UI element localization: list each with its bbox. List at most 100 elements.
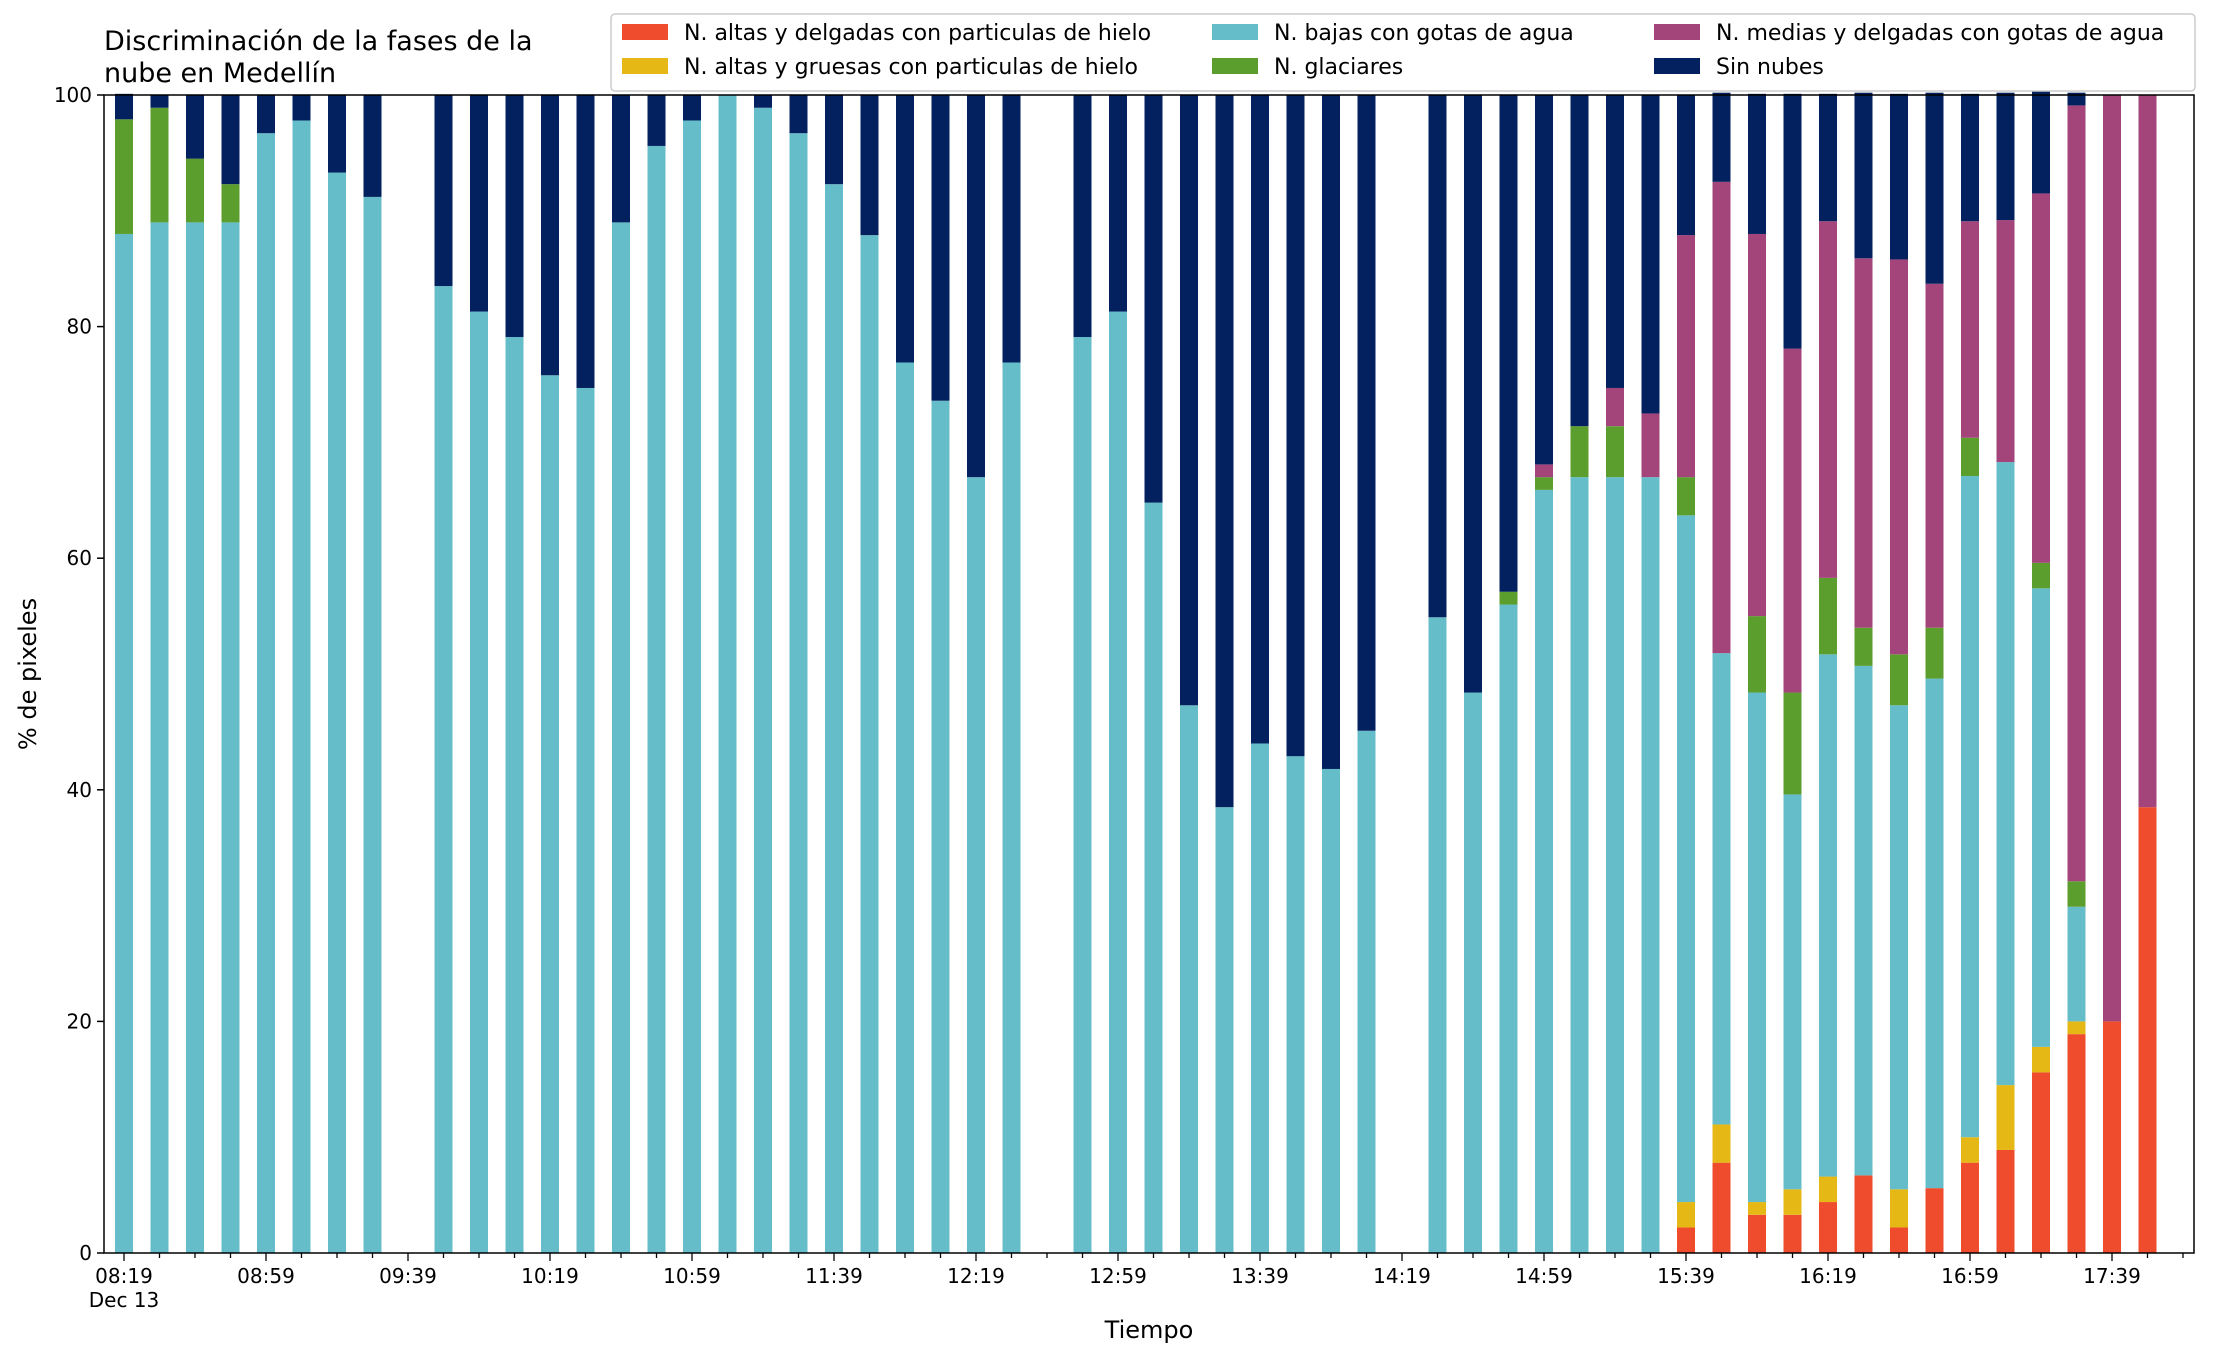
legend-label: Sin nubes [1716, 55, 1824, 80]
chart-title-line: nube en Medellín [104, 58, 336, 89]
x-tick-label: 08:19 [95, 1264, 153, 1288]
y-tick-label: 60 [67, 546, 92, 570]
bar-segment [434, 95, 453, 287]
legend: N. altas y delgadas con particulas de hi… [610, 13, 2196, 92]
x-tick-label: 16:59 [1941, 1264, 1999, 1288]
x-tick-label: 14:59 [1515, 1264, 1573, 1288]
bar-segment [2103, 95, 2121, 1022]
bar-segment [1961, 221, 1979, 438]
y-axis: 0 20 40 60 80 100 [54, 83, 104, 1265]
bar-segment [1890, 705, 1908, 1190]
bar-segment [1925, 1188, 1944, 1253]
bars-layer [115, 91, 2157, 1254]
bar-segment [754, 107, 772, 1254]
bar-segment [292, 120, 311, 1254]
bar-segment [2032, 562, 2050, 589]
x-tick-label: 17:39 [2083, 1264, 2141, 1288]
bar-segment [1890, 93, 1908, 260]
bar-segment [825, 184, 843, 1253]
bar-segment [1748, 233, 1766, 617]
y-tick-label: 80 [67, 315, 92, 339]
bar-segment [1180, 95, 1198, 706]
bar-segment [931, 400, 950, 1254]
bar-segment [718, 95, 737, 1253]
bar-segment [541, 375, 559, 1253]
bar-segment [1499, 95, 1518, 592]
bar-segment [328, 95, 346, 173]
legend-label: N. bajas con gotas de agua [1274, 21, 1574, 46]
bar-segment [221, 222, 240, 1253]
bar-segment [1783, 794, 1802, 1190]
bar-segment [1748, 692, 1766, 1203]
bar-segment [1109, 95, 1127, 312]
bar-segment [505, 95, 524, 338]
bar-segment [1535, 464, 1553, 478]
bar-segment [1961, 437, 1979, 476]
legend-label: N. altas y delgadas con particulas de hi… [684, 21, 1151, 46]
bar-segment [1783, 692, 1802, 795]
bar-segment [1748, 1202, 1766, 1215]
chart-title: Discriminación de la fases de la nube en … [104, 26, 533, 89]
bar-segment [363, 95, 382, 197]
bar-segment [2067, 906, 2086, 1022]
bar-segment [1854, 258, 1873, 628]
x-tick-label: 08:59 [237, 1264, 295, 1288]
legend-swatch [622, 24, 668, 40]
bar-segment [1322, 768, 1340, 1253]
x-tick-label: 12:59 [1089, 1264, 1147, 1288]
bar-segment [1890, 1227, 1908, 1253]
bar-segment [2067, 105, 2086, 882]
bar-segment [1854, 1175, 1873, 1253]
bar-segment [1570, 95, 1589, 427]
bar-segment [1712, 1162, 1731, 1253]
bar-segment [150, 95, 169, 108]
bar-segment [1783, 348, 1802, 693]
legend-swatch [1654, 58, 1700, 74]
bar-segment [1712, 181, 1731, 654]
bar-segment [1357, 95, 1376, 731]
bar-segment [1570, 477, 1589, 1253]
bar-segment [1535, 95, 1553, 465]
chart-title-line: Discriminación de la fases de la [104, 26, 533, 57]
bar-segment [860, 235, 879, 1253]
bar-segment [1996, 1085, 2015, 1150]
bar-segment [1677, 1227, 1695, 1253]
bar-segment [967, 95, 985, 478]
bar-segment [1570, 426, 1589, 478]
bar-segment [1748, 616, 1766, 693]
bar-segment [1215, 95, 1234, 808]
bar-segment [1996, 220, 2015, 463]
bar-segment [1890, 1189, 1908, 1228]
bar-segment [2067, 881, 2086, 907]
bar-segment [1854, 665, 1873, 1176]
bar-segment [1215, 807, 1234, 1253]
bar-segment [612, 222, 630, 1253]
bar-segment [1925, 678, 1944, 1189]
bar-segment [1783, 1214, 1802, 1253]
bar-segment [1677, 515, 1695, 1203]
bar-segment [2138, 807, 2157, 1253]
bar-segment [1322, 95, 1340, 769]
bar-segment [328, 172, 346, 1254]
bar-segment [1499, 604, 1518, 1253]
y-tick-label: 40 [67, 778, 92, 802]
bar-segment [115, 119, 133, 234]
bar-segment [1357, 730, 1376, 1253]
legend-swatch [622, 58, 668, 74]
bar-segment [1251, 95, 1269, 744]
bar-segment [1002, 362, 1021, 1253]
bar-segment [1641, 95, 1660, 414]
bar-segment [470, 95, 488, 312]
bar-segment [612, 95, 630, 223]
bar-segment [1144, 95, 1163, 503]
bar-segment [789, 95, 808, 134]
bar-segment [1535, 477, 1553, 490]
legend-label: N. medias y delgadas con gotas de agua [1716, 21, 2164, 46]
y-axis-label: % de pixeles [14, 598, 42, 750]
bar-segment [1109, 311, 1127, 1253]
bar-segment [1499, 591, 1518, 605]
bar-segment [1819, 1202, 1837, 1253]
bar-segment [1996, 92, 2015, 221]
bar-segment [2032, 588, 2050, 1047]
